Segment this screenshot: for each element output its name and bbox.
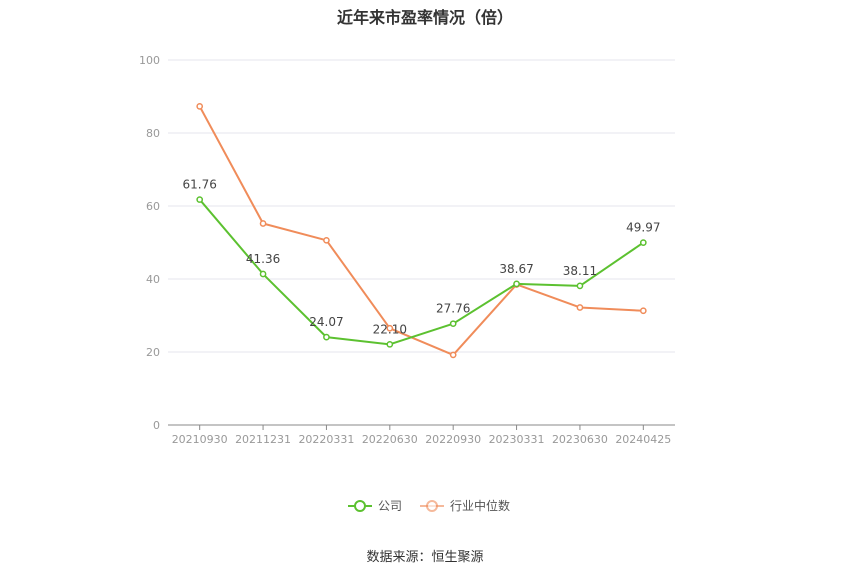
data-point — [639, 239, 647, 246]
data-point — [323, 333, 330, 341]
y-tick-label: 20 — [146, 346, 160, 359]
data-point — [639, 307, 647, 315]
legend-item[interactable]: 公司 — [348, 499, 402, 513]
data-label: 24.07 — [309, 315, 343, 329]
x-tick-label: 20220930 — [425, 433, 481, 446]
legend-marker-icon — [354, 500, 366, 512]
data-label: 61.76 — [183, 178, 217, 192]
axes: 0 20 40 60 80 100 20210930 20211231 20220331 2022… — [139, 54, 675, 446]
series-line — [198, 105, 644, 356]
data-label: 38.11 — [563, 264, 597, 278]
x-tick-label: 20220630 — [362, 433, 418, 446]
legend[interactable]: 公司 行业中位数 — [348, 498, 510, 513]
y-tick-label: 60 — [146, 200, 160, 213]
data-label: 27.76 — [436, 302, 470, 316]
data-point — [196, 103, 204, 110]
data-point — [259, 220, 267, 227]
series — [196, 103, 647, 359]
legend-item[interactable]: 行业中位数 — [420, 498, 510, 513]
x-tick-label: 20211231 — [235, 433, 291, 446]
data-point — [196, 196, 204, 203]
data-label: 49.97 — [626, 221, 660, 235]
legend-label: 公司 — [378, 499, 402, 513]
data-point — [576, 282, 584, 290]
data-point — [259, 270, 267, 278]
data-point — [449, 320, 457, 328]
x-tick-label: 20220331 — [298, 433, 354, 446]
x-tick-label: 20210930 — [172, 433, 228, 446]
x-tick-label: 20230331 — [489, 433, 545, 446]
grid — [168, 59, 675, 353]
data-point — [386, 340, 394, 348]
chart-title: 近年来市盈率情况（倍） — [336, 8, 513, 27]
data-point — [576, 304, 584, 311]
data-label: 22.10 — [373, 322, 407, 336]
data-labels: 61.76 41.36 24.07 22.10 27.76 38.67 38.11 49.97 — [183, 178, 661, 337]
legend-label: 行业中位数 — [450, 498, 510, 513]
data-source: 数据来源：恒生聚源 — [366, 550, 484, 565]
y-tick-label: 100 — [139, 54, 160, 67]
data-point — [386, 324, 394, 332]
data-point — [513, 280, 520, 288]
series-line — [198, 198, 644, 346]
data-point — [449, 351, 457, 359]
y-tick-label: 0 — [153, 419, 160, 432]
data-point — [323, 236, 330, 244]
data-label: 38.67 — [499, 262, 533, 276]
x-tick-label: 20240425 — [615, 433, 671, 446]
data-label: 41.36 — [246, 252, 280, 266]
x-tick-label: 20230630 — [552, 433, 608, 446]
y-tick-label: 40 — [146, 273, 160, 286]
legend-marker-icon — [426, 500, 438, 512]
y-tick-label: 80 — [146, 127, 160, 140]
